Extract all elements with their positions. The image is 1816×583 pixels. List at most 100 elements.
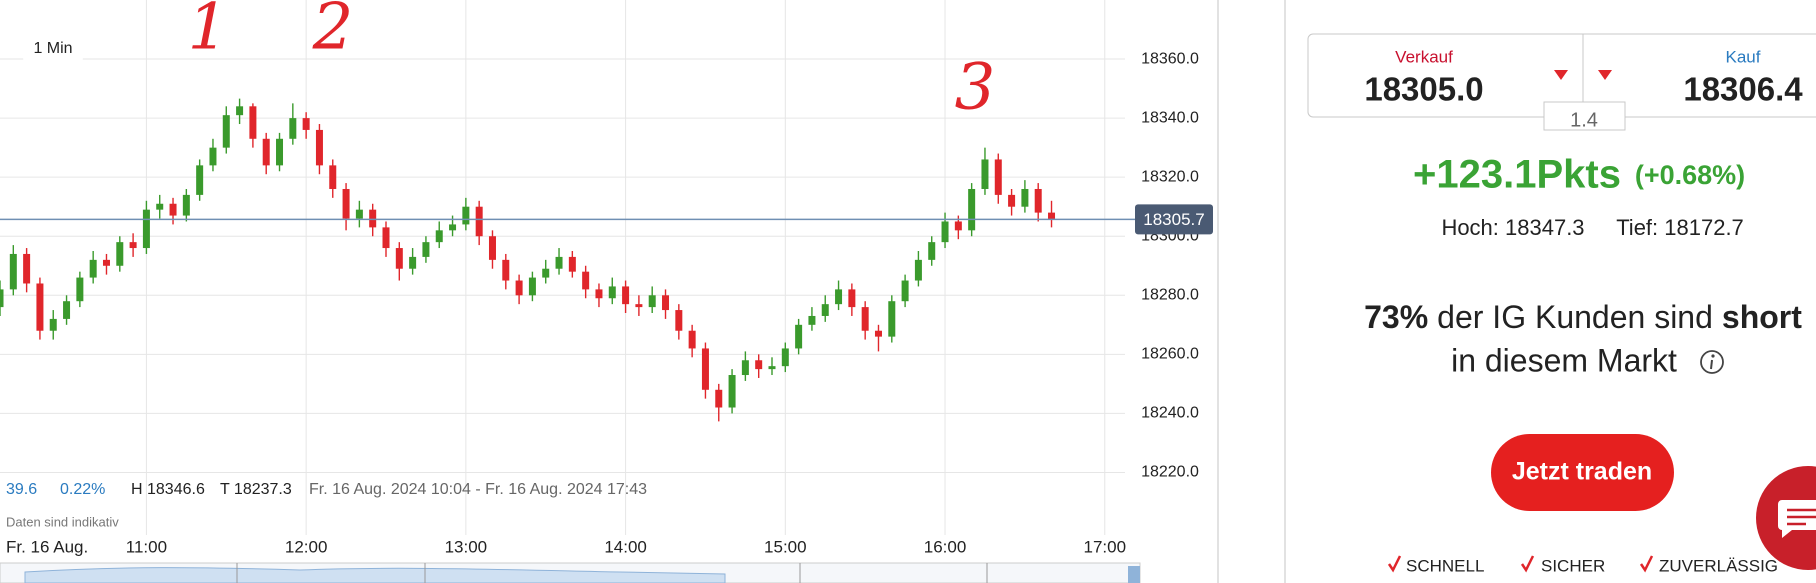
annotation: 1 xyxy=(188,0,229,65)
interval[interactable]: 1 Min xyxy=(33,40,72,57)
sentiment-text-2: in diesem Markt xyxy=(1451,342,1677,378)
candle-body xyxy=(475,206,483,237)
spread: 1.4 xyxy=(1570,109,1598,131)
candle-body xyxy=(422,242,430,257)
candle-body xyxy=(276,138,284,166)
candle-body xyxy=(941,221,949,243)
candle-body xyxy=(755,360,763,370)
down-arrow xyxy=(1598,70,1612,80)
candle-body xyxy=(129,242,137,249)
candle-body xyxy=(102,259,110,266)
candle-body xyxy=(222,115,230,148)
info-icon[interactable] xyxy=(1700,350,1724,374)
x-tick-label: 12:00 xyxy=(285,537,328,556)
y-tick-label: 18340.0 xyxy=(1141,109,1199,126)
candle-body xyxy=(76,277,84,302)
day-high: Hoch: 18347.3 xyxy=(1441,215,1584,240)
change: 39.6 xyxy=(6,481,37,498)
interval-box[interactable] xyxy=(23,35,83,62)
candle-body xyxy=(1021,188,1029,207)
candle-body xyxy=(1008,194,1016,207)
price-box: Verkauf 18305.0 Kauf 18306.4 1.4 xyxy=(1307,33,1816,131)
candle-body xyxy=(315,129,323,166)
x-tick-label: 11:00 xyxy=(126,537,167,556)
day-low: Tief: 18172.7 xyxy=(1616,215,1744,240)
checks: SCHNELL SICHER ZUVERLÄSSIG xyxy=(1387,555,1778,575)
note: Daten sind indikativ xyxy=(6,514,119,529)
candle-body xyxy=(89,259,97,278)
x-tick-label: 14:00 xyxy=(604,537,647,556)
y-tick-label: 18280.0 xyxy=(1141,287,1199,304)
candle-body xyxy=(648,295,656,308)
candle-body xyxy=(622,286,630,305)
candle-body xyxy=(994,159,1002,195)
sentiment-pct: 73% xyxy=(1364,299,1428,335)
last-price-box xyxy=(1135,204,1213,235)
buy-price[interactable]: 18306.4 xyxy=(1683,71,1803,108)
candle-body xyxy=(36,283,44,331)
check-icon xyxy=(1387,555,1402,573)
candle-body xyxy=(808,315,816,325)
candle-body xyxy=(382,227,390,249)
last-price-label: 18305.7 xyxy=(1143,210,1204,229)
candle-body xyxy=(249,106,257,139)
candle-body xyxy=(914,259,922,281)
check-label: ZUVERLÄSSIG xyxy=(1659,556,1778,575)
chat-button[interactable] xyxy=(1756,466,1816,570)
sell-label[interactable]: Verkauf xyxy=(1395,47,1453,66)
down-arrow xyxy=(1554,70,1568,80)
candle-body xyxy=(289,118,297,139)
change-pct: 0.22% xyxy=(60,481,105,498)
trade-button[interactable] xyxy=(1491,434,1674,511)
candle-body xyxy=(49,318,57,331)
candle-body xyxy=(502,259,510,281)
buy-label[interactable]: Kauf xyxy=(1726,47,1761,66)
trade-button-label[interactable]: Jetzt traden xyxy=(1512,458,1652,486)
x-tick-label: 15:00 xyxy=(764,537,807,556)
candle-body xyxy=(888,301,896,337)
candle-body xyxy=(968,188,976,231)
candle-body xyxy=(355,209,363,219)
y-tick-label: 18360.0 xyxy=(1141,50,1199,67)
candle-body xyxy=(236,106,244,116)
candle-body xyxy=(488,236,496,260)
candle-body xyxy=(196,165,204,195)
candle-body xyxy=(449,224,457,231)
candle-body xyxy=(515,280,523,296)
candle-body xyxy=(715,389,723,408)
sentiment-dir: short xyxy=(1722,299,1802,335)
candle-body xyxy=(209,147,217,166)
candle-body xyxy=(821,304,829,316)
candle-body xyxy=(435,230,443,243)
candle-body xyxy=(848,289,856,308)
sell-price[interactable]: 18305.0 xyxy=(1364,71,1483,108)
candle-body xyxy=(954,221,962,231)
y-tick-label: 18220.0 xyxy=(1141,464,1199,481)
candle-body xyxy=(542,268,550,278)
candle-body xyxy=(1034,188,1042,213)
candle-body xyxy=(595,289,603,299)
date: Fr. 16 Aug. xyxy=(6,537,88,556)
annotation: 3 xyxy=(955,51,996,125)
candle-body xyxy=(688,330,696,349)
info-circle[interactable] xyxy=(1700,350,1724,374)
candle-body xyxy=(781,348,789,367)
candle-body xyxy=(0,289,4,308)
candle-body xyxy=(795,324,803,349)
candle-body xyxy=(142,209,150,249)
candle-body xyxy=(981,159,989,189)
info-stem[interactable] xyxy=(1710,359,1713,370)
y-tick-label: 18260.0 xyxy=(1141,346,1199,363)
candle-body xyxy=(528,277,536,296)
range: Fr. 16 Aug. 2024 10:04 - Fr. 16 Aug. 202… xyxy=(309,481,647,498)
candle-body xyxy=(675,310,683,331)
check-icon xyxy=(1639,555,1654,573)
candle-body xyxy=(302,118,310,130)
change-points: +123.1Pkts xyxy=(1413,153,1621,197)
navigator-area xyxy=(24,567,726,583)
check-icon xyxy=(1520,555,1535,573)
info-dot[interactable] xyxy=(1711,354,1715,358)
navigator-handle[interactable] xyxy=(1128,566,1140,583)
range-low: T 18237.3 xyxy=(220,481,292,498)
